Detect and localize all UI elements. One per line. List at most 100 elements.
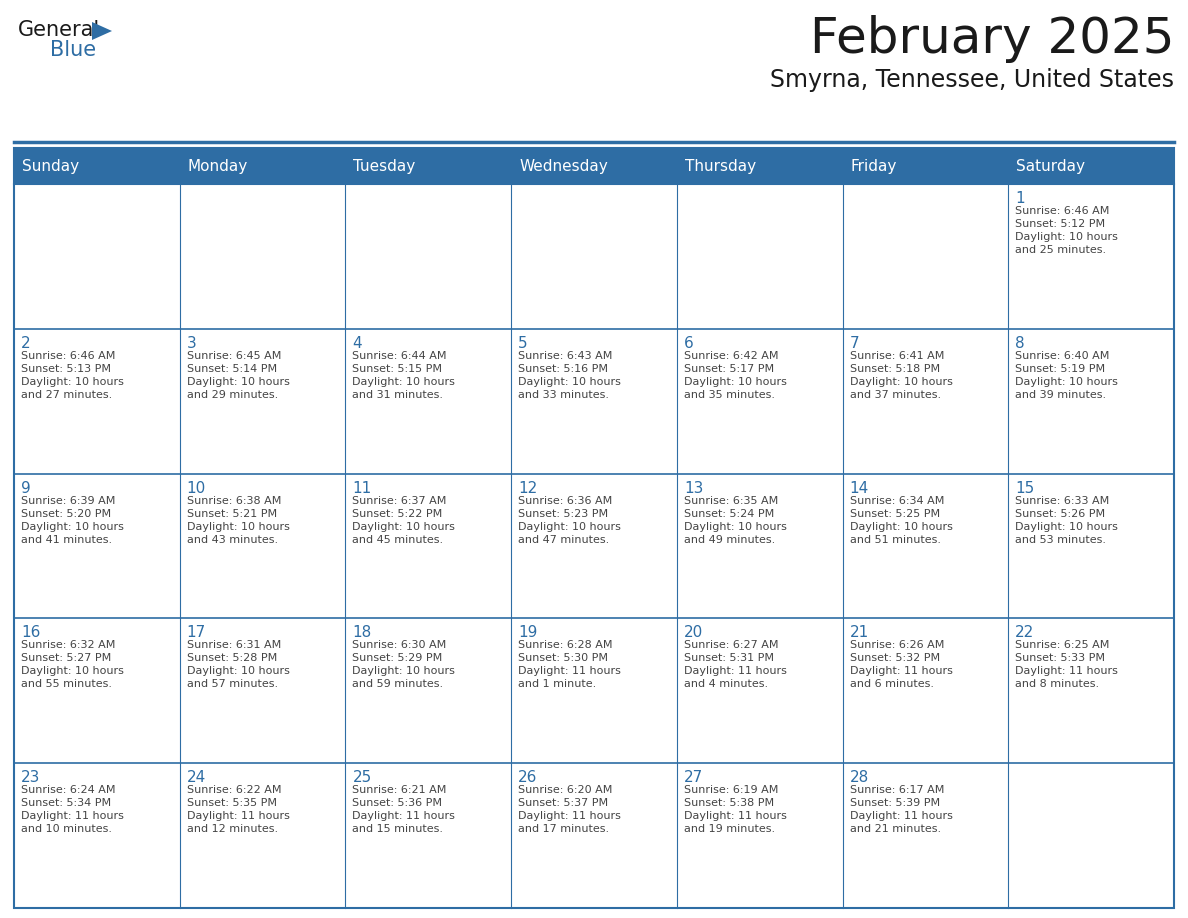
Bar (511, 474, 677, 619)
Text: Sunrise: 6:31 AM: Sunrise: 6:31 AM (187, 641, 282, 650)
Text: Daylight: 11 hours: Daylight: 11 hours (849, 812, 953, 822)
Text: Sunset: 5:26 PM: Sunset: 5:26 PM (1016, 509, 1105, 519)
Text: 14: 14 (849, 481, 868, 496)
Text: Sunrise: 6:20 AM: Sunrise: 6:20 AM (518, 785, 613, 795)
Text: Sunrise: 6:35 AM: Sunrise: 6:35 AM (684, 496, 778, 506)
Text: Sunset: 5:32 PM: Sunset: 5:32 PM (849, 654, 940, 664)
Text: Sunrise: 6:25 AM: Sunrise: 6:25 AM (1016, 641, 1110, 650)
Text: Daylight: 10 hours: Daylight: 10 hours (187, 521, 290, 532)
Bar (677, 148, 842, 184)
Bar (179, 184, 346, 329)
Bar (677, 474, 842, 619)
Bar (1009, 763, 1174, 908)
Text: Sunrise: 6:28 AM: Sunrise: 6:28 AM (518, 641, 613, 650)
Bar (677, 184, 842, 329)
Text: Sunrise: 6:43 AM: Sunrise: 6:43 AM (518, 351, 613, 361)
Text: and 25 minutes.: and 25 minutes. (1016, 245, 1106, 255)
Text: 7: 7 (849, 336, 859, 351)
Text: Sunrise: 6:41 AM: Sunrise: 6:41 AM (849, 351, 944, 361)
Text: 3: 3 (187, 336, 196, 351)
Text: Daylight: 10 hours: Daylight: 10 hours (1016, 232, 1118, 242)
Text: Sunrise: 6:39 AM: Sunrise: 6:39 AM (21, 496, 115, 506)
Text: and 47 minutes.: and 47 minutes. (518, 534, 609, 544)
Text: and 4 minutes.: and 4 minutes. (684, 679, 767, 689)
Bar (179, 329, 346, 474)
Bar (842, 329, 1009, 474)
Text: Sunrise: 6:33 AM: Sunrise: 6:33 AM (1016, 496, 1110, 506)
Text: General: General (18, 20, 100, 40)
Text: 28: 28 (849, 770, 868, 785)
Bar (511, 184, 677, 329)
Text: Sunset: 5:18 PM: Sunset: 5:18 PM (849, 364, 940, 374)
Text: Sunrise: 6:44 AM: Sunrise: 6:44 AM (353, 351, 447, 361)
Text: and 45 minutes.: and 45 minutes. (353, 534, 443, 544)
Bar (14, 763, 179, 908)
Text: 9: 9 (21, 481, 31, 496)
Text: and 15 minutes.: and 15 minutes. (353, 824, 443, 834)
Text: and 33 minutes.: and 33 minutes. (518, 390, 609, 400)
Text: Sunrise: 6:17 AM: Sunrise: 6:17 AM (849, 785, 944, 795)
Text: Daylight: 11 hours: Daylight: 11 hours (684, 812, 786, 822)
Text: Sunset: 5:12 PM: Sunset: 5:12 PM (1016, 219, 1105, 229)
Text: 19: 19 (518, 625, 537, 641)
Text: and 51 minutes.: and 51 minutes. (849, 534, 941, 544)
Text: Daylight: 11 hours: Daylight: 11 hours (684, 666, 786, 677)
Bar (179, 763, 346, 908)
Text: Sunset: 5:29 PM: Sunset: 5:29 PM (353, 654, 443, 664)
Text: Sunset: 5:24 PM: Sunset: 5:24 PM (684, 509, 775, 519)
Text: Daylight: 10 hours: Daylight: 10 hours (849, 376, 953, 386)
Text: 18: 18 (353, 625, 372, 641)
Text: Sunset: 5:19 PM: Sunset: 5:19 PM (1016, 364, 1105, 374)
Text: 12: 12 (518, 481, 537, 496)
Text: 15: 15 (1016, 481, 1035, 496)
Text: Tuesday: Tuesday (353, 159, 416, 174)
Text: and 17 minutes.: and 17 minutes. (518, 824, 609, 834)
Text: Sunrise: 6:26 AM: Sunrise: 6:26 AM (849, 641, 944, 650)
Text: Friday: Friday (851, 159, 897, 174)
Text: and 1 minute.: and 1 minute. (518, 679, 596, 689)
Text: Daylight: 10 hours: Daylight: 10 hours (1016, 376, 1118, 386)
Bar (346, 619, 511, 763)
Text: Daylight: 11 hours: Daylight: 11 hours (518, 666, 621, 677)
Text: Saturday: Saturday (1016, 159, 1086, 174)
Text: 16: 16 (21, 625, 40, 641)
Bar (179, 474, 346, 619)
Text: and 10 minutes.: and 10 minutes. (21, 824, 112, 834)
Text: Daylight: 11 hours: Daylight: 11 hours (21, 812, 124, 822)
Text: Sunrise: 6:45 AM: Sunrise: 6:45 AM (187, 351, 282, 361)
Text: and 57 minutes.: and 57 minutes. (187, 679, 278, 689)
Text: Daylight: 10 hours: Daylight: 10 hours (353, 666, 455, 677)
Text: Sunset: 5:31 PM: Sunset: 5:31 PM (684, 654, 773, 664)
Text: Daylight: 10 hours: Daylight: 10 hours (21, 666, 124, 677)
Bar (14, 148, 179, 184)
Text: and 21 minutes.: and 21 minutes. (849, 824, 941, 834)
Text: Sunrise: 6:27 AM: Sunrise: 6:27 AM (684, 641, 778, 650)
Text: Daylight: 11 hours: Daylight: 11 hours (849, 666, 953, 677)
Text: and 27 minutes.: and 27 minutes. (21, 390, 112, 400)
Bar (842, 619, 1009, 763)
Bar (346, 474, 511, 619)
Text: Sunset: 5:30 PM: Sunset: 5:30 PM (518, 654, 608, 664)
Text: Sunset: 5:22 PM: Sunset: 5:22 PM (353, 509, 443, 519)
Text: Sunset: 5:15 PM: Sunset: 5:15 PM (353, 364, 442, 374)
Text: Daylight: 10 hours: Daylight: 10 hours (187, 376, 290, 386)
Text: Daylight: 11 hours: Daylight: 11 hours (518, 812, 621, 822)
Text: 6: 6 (684, 336, 694, 351)
Text: Daylight: 10 hours: Daylight: 10 hours (21, 376, 124, 386)
Text: Daylight: 10 hours: Daylight: 10 hours (353, 376, 455, 386)
Bar (1009, 474, 1174, 619)
Text: Sunrise: 6:32 AM: Sunrise: 6:32 AM (21, 641, 115, 650)
Text: February 2025: February 2025 (809, 15, 1174, 63)
Text: Sunrise: 6:46 AM: Sunrise: 6:46 AM (21, 351, 115, 361)
Text: Daylight: 10 hours: Daylight: 10 hours (187, 666, 290, 677)
Text: Thursday: Thursday (684, 159, 756, 174)
Bar (511, 619, 677, 763)
Text: 10: 10 (187, 481, 206, 496)
Text: Daylight: 10 hours: Daylight: 10 hours (684, 376, 786, 386)
Text: Daylight: 10 hours: Daylight: 10 hours (518, 521, 621, 532)
Polygon shape (91, 22, 112, 40)
Bar (842, 148, 1009, 184)
Text: Daylight: 11 hours: Daylight: 11 hours (187, 812, 290, 822)
Text: and 6 minutes.: and 6 minutes. (849, 679, 934, 689)
Text: 21: 21 (849, 625, 868, 641)
